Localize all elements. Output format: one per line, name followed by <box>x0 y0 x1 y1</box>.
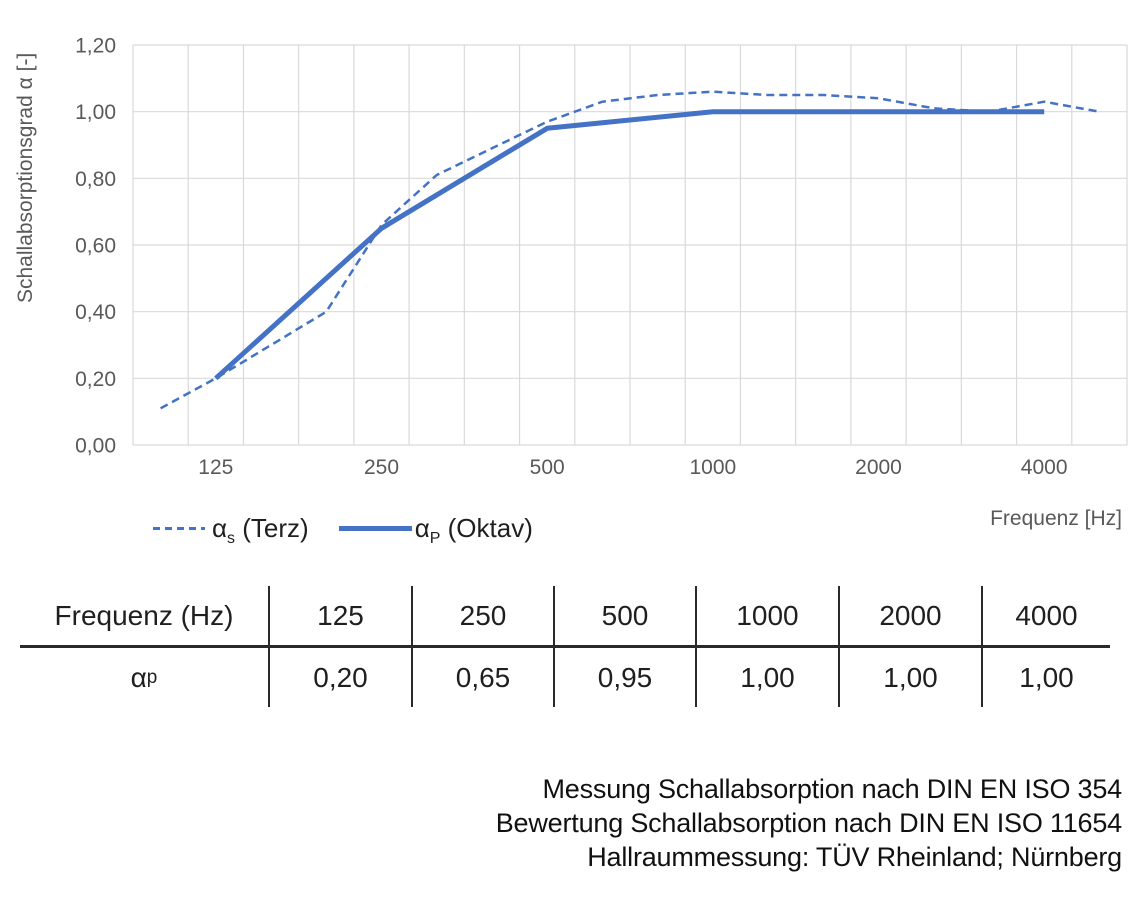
table-header-cell: 4000 <box>981 586 1110 648</box>
dashed-line-swatch <box>153 526 205 530</box>
legend-item-alpha-s: αs (Terz) <box>153 512 309 547</box>
y-tick-label: 0,20 <box>75 368 116 391</box>
series-line-alpha-s <box>160 90 1100 410</box>
y-tick-label: 0,00 <box>75 435 116 458</box>
table-header-cell: 125 <box>268 586 411 648</box>
note-line-3: Hallraummessung: TÜV Rheinland; Nürnberg <box>587 842 1122 872</box>
legend-item-alpha-p: αP (Oktav) <box>338 512 533 547</box>
table-header-cell: 2000 <box>838 586 981 648</box>
x-tick-label: 250 <box>364 456 399 479</box>
table-value-cell: 1,00 <box>981 648 1110 707</box>
table-value-cell: 0,95 <box>553 648 695 707</box>
measurement-notes: Messung Schallabsorption nach DIN EN ISO… <box>0 772 1122 874</box>
x-axis-title: Frequenz [Hz] <box>990 507 1122 530</box>
y-tick-label: 1,20 <box>75 35 116 58</box>
x-tick-label: 2000 <box>855 456 902 479</box>
chart-legend: αs (Terz) αP (Oktav) <box>153 512 533 547</box>
legend-label-alpha-s: αs (Terz) <box>212 512 309 547</box>
note-line-1: Messung Schallabsorption nach DIN EN ISO… <box>542 774 1122 804</box>
table-header-frequency: Frequenz (Hz) <box>20 586 268 648</box>
table-value-cell: 0,65 <box>411 648 553 707</box>
series-line-alpha-p <box>214 109 1045 381</box>
chart-plot-area: 0,00 0,20 0,40 0,60 0,80 1,00 1,20 125 250 500 100… <box>75 35 1128 479</box>
y-tick-label: 0,80 <box>75 168 116 191</box>
y-tick-label: 0,60 <box>75 235 116 258</box>
x-tick-label: 4000 <box>1021 456 1068 479</box>
x-tick-label: 1000 <box>689 456 736 479</box>
x-tick-label: 125 <box>198 456 233 479</box>
y-tick-label: 0,40 <box>75 301 116 324</box>
y-tick-label: 1,00 <box>75 101 116 124</box>
solid-line-swatch <box>338 525 412 531</box>
table-value-cell: 1,00 <box>838 648 981 707</box>
table-header-cell: 1000 <box>695 586 838 648</box>
table-header-cell: 500 <box>553 586 695 648</box>
alpha-p-table: Frequenz (Hz) 125 250 500 1000 2000 4000… <box>20 586 1110 707</box>
table-header-cell: 250 <box>411 586 553 648</box>
legend-label-alpha-p: αP (Oktav) <box>414 512 533 547</box>
table-value-cell: 0,20 <box>268 648 411 707</box>
table-value-cell: 1,00 <box>695 648 838 707</box>
note-line-2: Bewertung Schallabsorption nach DIN EN I… <box>495 808 1122 838</box>
x-tick-label: 500 <box>530 456 565 479</box>
absorption-chart: Schallabsorptionsgrad α [-] 0,00 0,20 0,40… <box>14 35 1128 547</box>
